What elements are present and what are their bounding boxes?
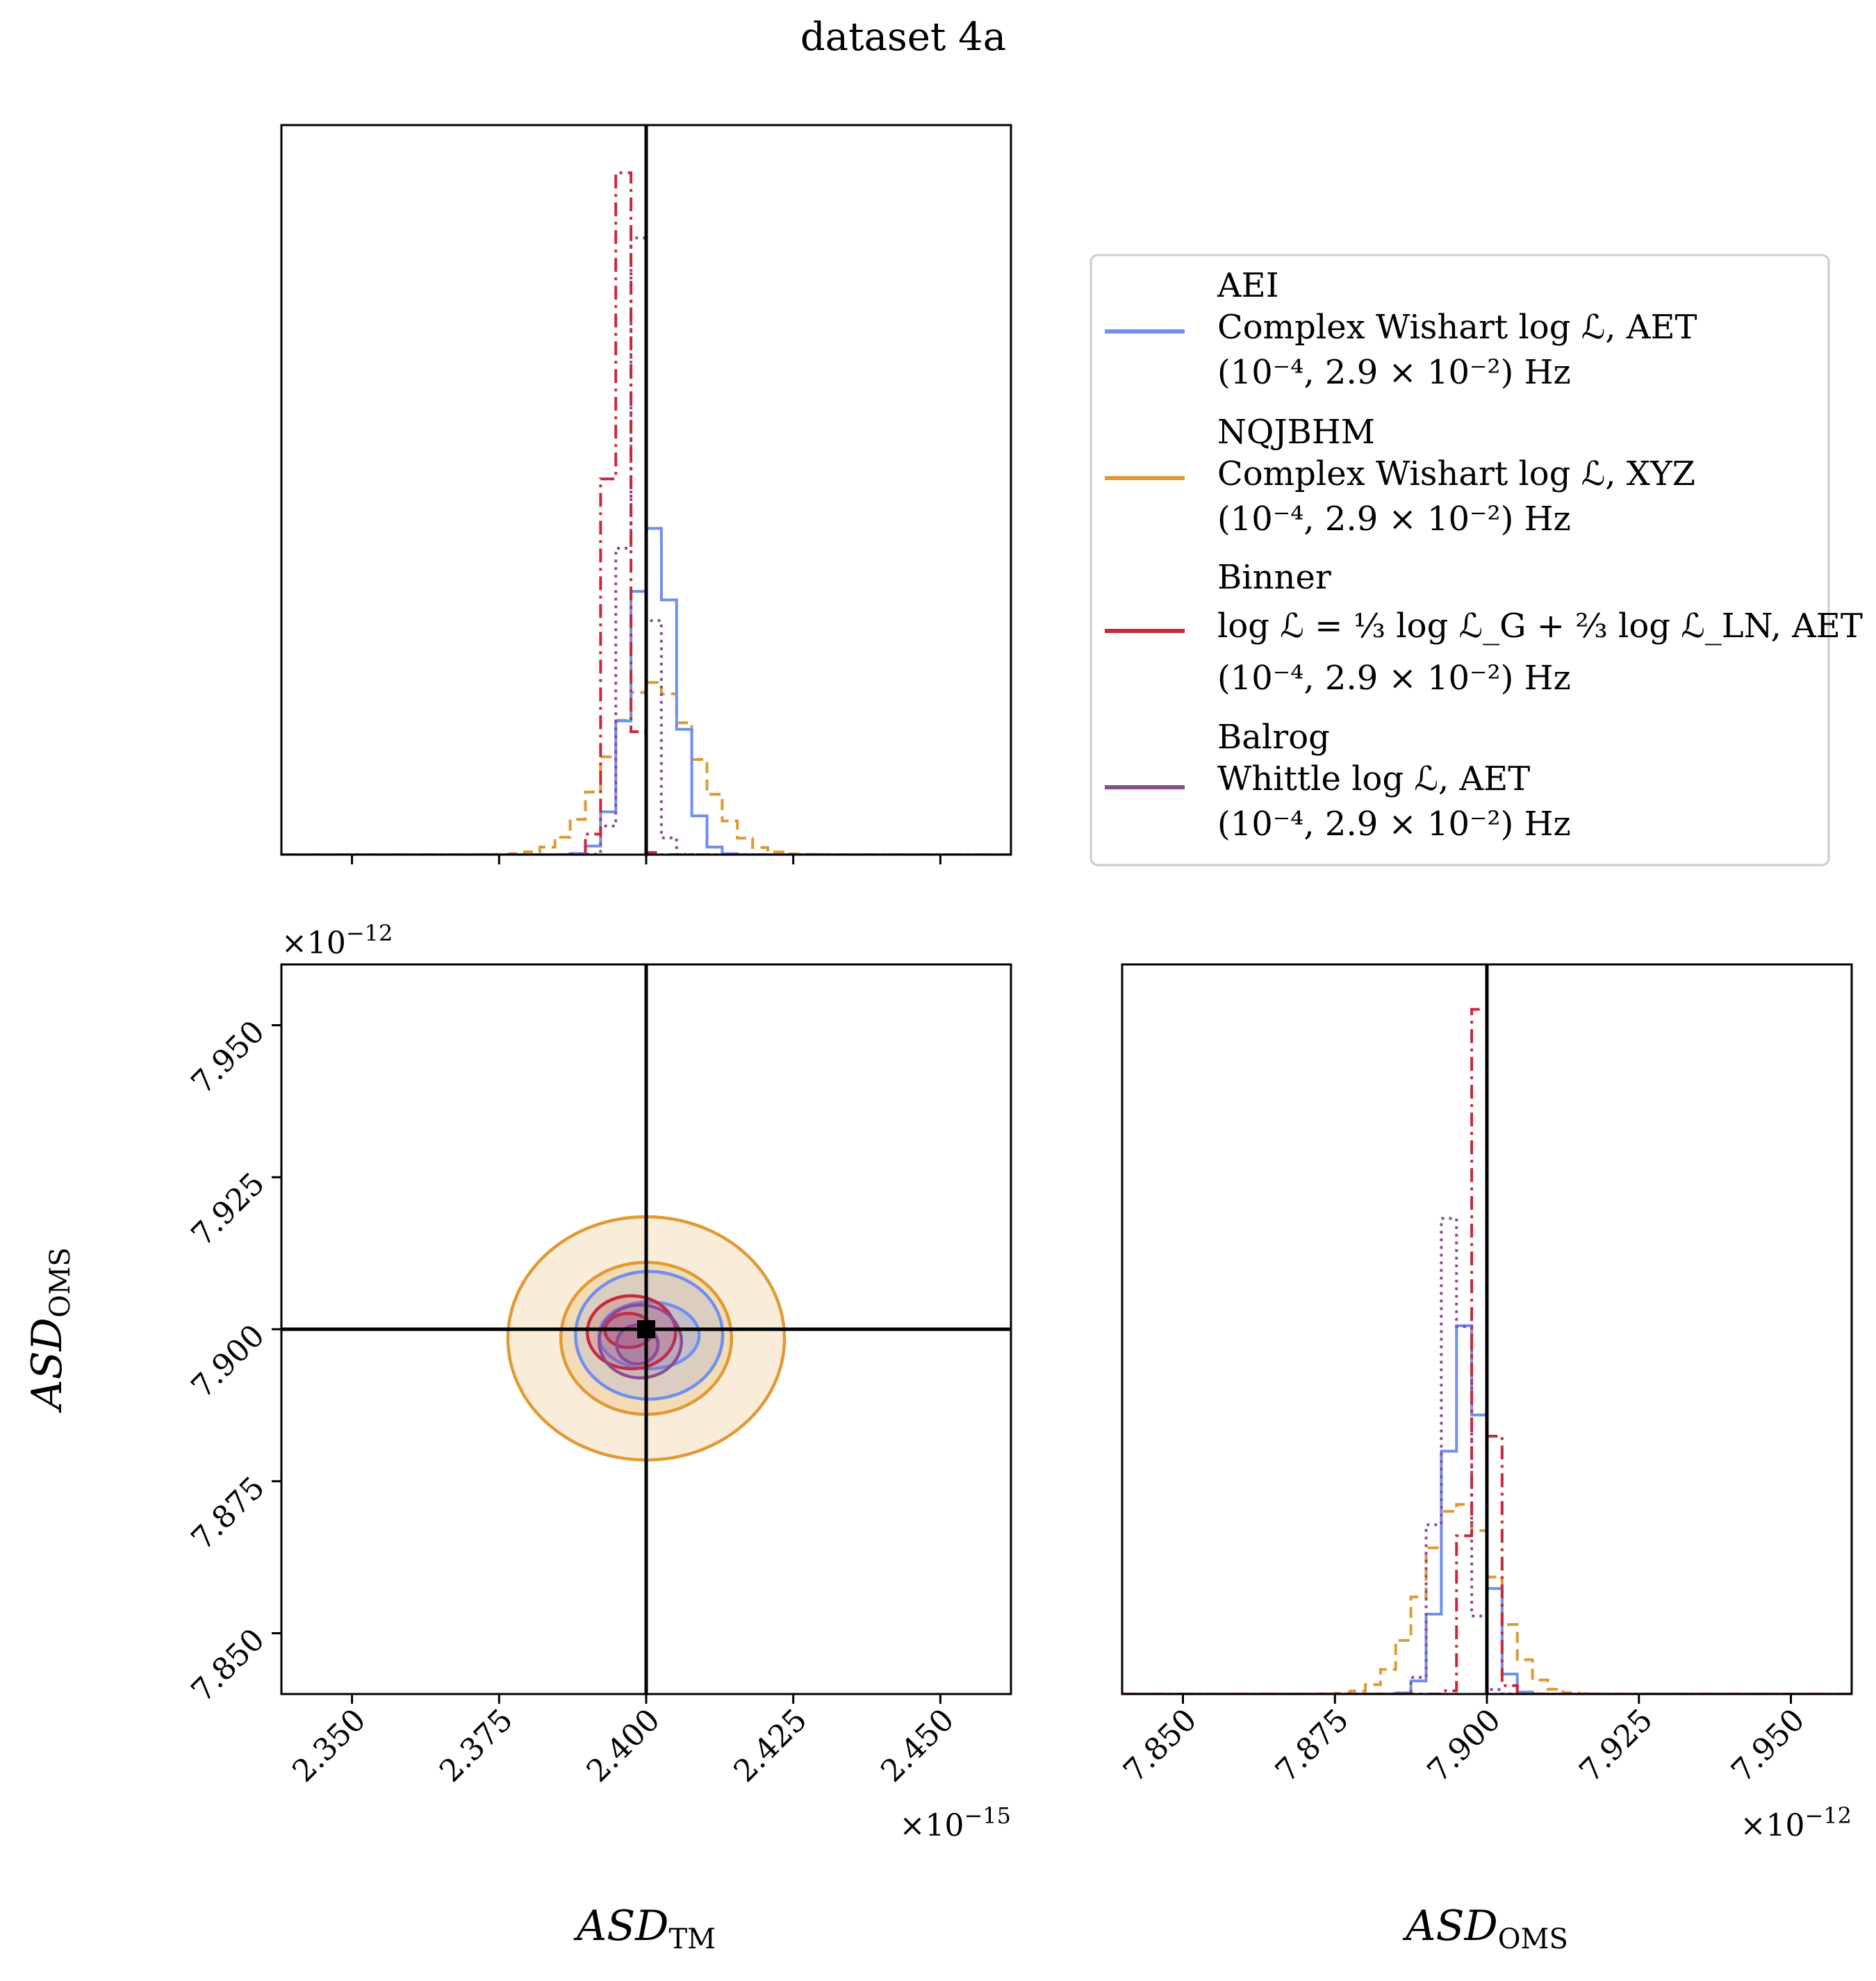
legend-label-aei-band: (10⁻⁴, 2.9 × 10⁻²) Hz (1217, 353, 1571, 392)
x-multiplier-tm: ×10−15 (900, 1802, 1011, 1843)
panel-hist-oms: 7.850 7.875 7.900 7.925 7.950 (1117, 963, 1853, 1789)
x-axis-label-tm: ASDTM (573, 1902, 716, 1955)
x-multiplier-oms: ×10−12 (1741, 1802, 1852, 1843)
legend-label-nqjbhm-name: NQJBHM (1217, 413, 1375, 452)
hist-series-balrog (1122, 1217, 1852, 1694)
legend-label-balrog-name: Balrog (1217, 718, 1330, 757)
legend-label-binner-name: Binner (1217, 558, 1331, 597)
legend-entry-balrog: Balrog Whittle log ℒ, AET (10⁻⁴, 2.9 × 1… (1105, 718, 1571, 844)
legend-label-nqjbhm-method: Complex Wishart log ℒ, XYZ (1217, 454, 1695, 493)
y-tick-label: 7.850 (185, 1622, 272, 1709)
legend: AEI Complex Wishart log ℒ, AET (10⁻⁴, 2.… (1089, 254, 1863, 866)
contour-binner-outer (586, 1294, 677, 1371)
y-tick-label: 7.950 (185, 1014, 272, 1101)
x-tick-label: 2.450 (874, 1702, 961, 1789)
legend-entry-aei: AEI Complex Wishart log ℒ, AET (10⁻⁴, 2.… (1105, 266, 1697, 392)
x-tick-label: 2.425 (727, 1702, 814, 1789)
hist-tm-series (281, 125, 1011, 855)
x-tick-label: 7.850 (1117, 1702, 1203, 1789)
x-tick-label: 7.875 (1269, 1702, 1356, 1789)
figure-title: dataset 4a (800, 15, 1006, 60)
panel-2d: 2.350 2.375 2.400 2.425 2.450 7.850 7.875 7.900… (185, 963, 1012, 1789)
legend-frame (1089, 254, 1830, 866)
y-tick-label: 7.875 (185, 1470, 272, 1556)
y-axis-label-oms: ASDOMS (23, 1247, 76, 1413)
hist-oms-series (1122, 964, 1852, 1694)
hist-series-binner (281, 171, 1011, 855)
hist-oms-ticks: 7.850 7.875 7.900 7.925 7.950 (1117, 1694, 1811, 1789)
legend-label-aei-method: Complex Wishart log ℒ, AET (1217, 308, 1697, 347)
legend-label-balrog-band: (10⁻⁴, 2.9 × 10⁻²) Hz (1217, 805, 1571, 844)
x-axis-label-oms: ASDOMS (1402, 1902, 1568, 1955)
x-tick-label: 7.950 (1725, 1702, 1811, 1789)
y-multiplier-2d: ×10−12 (281, 920, 393, 961)
legend-entry-nqjbhm: NQJBHM Complex Wishart log ℒ, XYZ (10⁻⁴,… (1105, 413, 1695, 539)
hist-series-aei (1122, 1324, 1852, 1694)
y-tick-label: 7.900 (185, 1318, 272, 1405)
contour-balrog-outer (598, 1303, 684, 1380)
x-tick-label: 2.350 (286, 1702, 372, 1789)
truth-marker (637, 1320, 655, 1338)
legend-label-aei-name: AEI (1217, 266, 1279, 305)
legend-label-balrog-method: Whittle log ℒ, AET (1217, 759, 1530, 798)
legend-entry-binner: Binner log ℒ = ⅓ log ℒ_G + ⅔ log ℒ_LN, A… (1105, 558, 1863, 698)
legend-label-nqjbhm-band: (10⁻⁴, 2.9 × 10⁻²) Hz (1217, 500, 1571, 539)
legend-label-binner-method: log ℒ = ⅓ log ℒ_G + ⅔ log ℒ_LN, AET (1217, 607, 1863, 646)
contour-series (281, 964, 1011, 1694)
x-tick-label: 7.900 (1421, 1702, 1508, 1789)
hist-tm-ticks (351, 855, 941, 864)
x-tick-label: 2.375 (433, 1702, 520, 1789)
panel-hist-tm (280, 124, 1012, 864)
x-tick-label: 7.925 (1572, 1702, 1659, 1789)
y-tick-label: 7.925 (185, 1166, 272, 1253)
legend-label-binner-band: (10⁻⁴, 2.9 × 10⁻²) Hz (1217, 659, 1571, 698)
x-tick-label: 2.400 (580, 1702, 667, 1789)
